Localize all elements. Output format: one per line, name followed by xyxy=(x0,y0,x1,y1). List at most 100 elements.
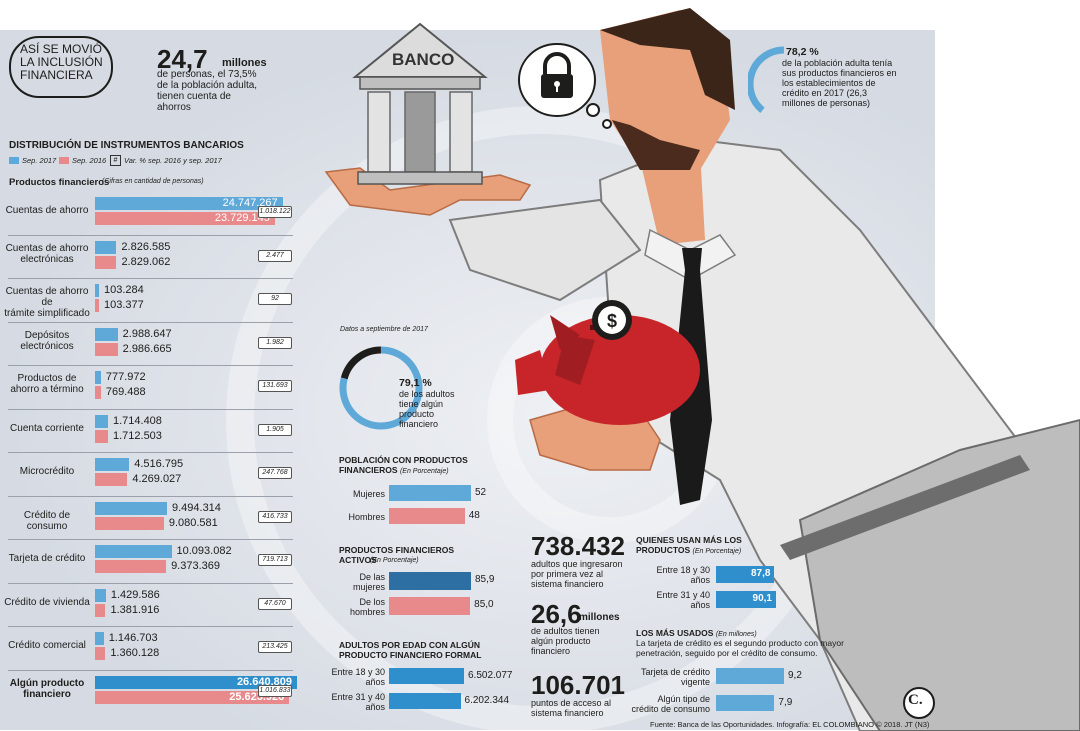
bar-sep-2016 xyxy=(95,473,128,486)
bar-sep-2017 xyxy=(95,240,117,254)
value-label-2016: 1.712.503 xyxy=(112,429,162,442)
no-product-value: 26,6 xyxy=(531,599,582,629)
category-label-line: Crédito de vivienda xyxy=(4,596,90,608)
category-label: Crédito comercial xyxy=(4,640,90,651)
bar-sep-2017 xyxy=(95,588,106,602)
legend-swatch-2017 xyxy=(9,157,19,164)
value-label: 85,0 xyxy=(474,599,494,610)
difference-badge: 92 xyxy=(258,293,292,305)
most-used-description: La tarjeta de crédito es el segundo prod… xyxy=(636,638,844,658)
value-label-2017: 2.988.647 xyxy=(122,327,172,340)
population-title: POBLACIÓN CON PRODUCTOS FINANCIEROS (En … xyxy=(339,455,468,475)
category-label: Tarjeta de crédito xyxy=(4,553,90,564)
bar xyxy=(716,591,776,608)
category-label: Cuentas de ahorro de trámite simplificado xyxy=(4,286,90,319)
value-label: 9,2 xyxy=(788,670,802,681)
category-label-line: Algún producto xyxy=(9,677,85,689)
value-label-2017: 1.429.586 xyxy=(110,588,160,601)
legend-label-diff: Var. % sep. 2016 y sep. 2017 xyxy=(124,156,222,165)
bar xyxy=(389,485,471,501)
bar-sep-2016 xyxy=(95,429,108,443)
legend-label-2016: Sep. 2016 xyxy=(72,156,107,165)
row-divider xyxy=(8,669,293,671)
legend-diff-symbol: # xyxy=(110,155,121,166)
category-label: Cuenta corriente xyxy=(4,423,90,434)
bar-sep-2016 xyxy=(95,212,275,225)
stat-adults-unit: millones xyxy=(222,57,267,69)
bar-sep-2017 xyxy=(95,545,172,558)
bar xyxy=(389,693,461,709)
difference-badge: 719.713 xyxy=(258,554,292,566)
bar-sep-2017 xyxy=(95,371,101,384)
category-label: Mujeres xyxy=(352,489,385,499)
value-label-2016: 9.373.369 xyxy=(171,560,220,572)
value-label-2016: 2.829.062 xyxy=(121,255,171,268)
stat-adults-value: 24,7 xyxy=(157,44,208,74)
bar-sep-2016 xyxy=(95,647,106,660)
bar-sep-2017 xyxy=(95,458,130,471)
row-divider xyxy=(8,408,293,410)
row-divider xyxy=(8,452,293,453)
row-divider xyxy=(8,582,293,584)
row-divider xyxy=(8,321,293,323)
donut-adults-text: de los adultos tiene algún producto fina… xyxy=(399,389,455,429)
category-label-line: Tarjeta de crédito xyxy=(8,553,86,564)
donut-slice-credit xyxy=(748,46,785,114)
category-label-line: ahorro a término xyxy=(10,384,84,395)
new-adults-value: 738.432 xyxy=(531,531,625,561)
difference-badge: 1.018.122 xyxy=(258,206,292,218)
value-label: 6.502.077 xyxy=(468,670,513,681)
category-label-line: Crédito comercial xyxy=(8,640,86,651)
difference-badge: 1.982 xyxy=(258,336,292,349)
value-label-2017: 2.826.585 xyxy=(121,240,171,253)
bar-sep-2017 xyxy=(95,197,283,210)
value-label-2016: 2.986.665 xyxy=(122,342,172,355)
category-label: Algún tipo de crédito de consumo xyxy=(631,694,710,714)
bar-sep-2016 xyxy=(95,386,101,399)
el-colombiano-logo xyxy=(903,687,935,719)
value-label-2017: 9.494.314 xyxy=(171,501,221,514)
category-label: Entre 18 y 30 años xyxy=(331,667,385,687)
category-label: Entre 18 y 30 años xyxy=(656,565,710,585)
value-label: 7,9 xyxy=(778,697,793,708)
chart-subtitle: Productos financieros xyxy=(9,177,110,188)
value-label-2017: 1.714.408 xyxy=(112,414,162,427)
category-label: Crédito de vivienda xyxy=(4,597,90,608)
category-label: De las mujeres xyxy=(352,572,385,592)
bar xyxy=(389,597,471,615)
difference-badge: 47.670 xyxy=(258,597,292,610)
value-label: 52 xyxy=(475,487,487,498)
value-label-2016: 1.381.916 xyxy=(110,603,160,616)
donut-chart-credit xyxy=(748,46,785,114)
difference-badge: 247.768 xyxy=(258,467,292,479)
donut-credit-value: 78,2 % xyxy=(786,46,819,58)
no-product-text: de adultos tienen algún producto financi… xyxy=(531,626,600,656)
category-label: Cuentas de ahorro xyxy=(4,205,90,216)
bar-sep-2017 xyxy=(95,414,108,428)
category-label: Microcrédito xyxy=(4,466,90,477)
difference-badge: 213.425 xyxy=(258,641,292,653)
donut-slice-without-product xyxy=(340,346,382,380)
category-label-line: Cuentas de ahorro de xyxy=(5,286,89,308)
active-products-note: (En Porcentaje) xyxy=(370,557,419,564)
value-label-2016: 9.080.581 xyxy=(168,516,218,529)
bar-sep-2016 xyxy=(95,603,106,617)
bank-icon xyxy=(352,22,488,185)
bar xyxy=(716,566,775,583)
value-label: 6.202.344 xyxy=(464,695,510,706)
category-label-line: Crédito de consumo xyxy=(23,509,71,532)
bar-sep-2017 xyxy=(95,501,167,515)
category-label: Hombres xyxy=(348,512,385,522)
category-label: De los hombres xyxy=(349,597,385,617)
category-label-line: Cuentas de ahorro xyxy=(5,205,89,216)
category-label-line: Microcrédito xyxy=(19,466,75,477)
donut-slice-with-product xyxy=(339,346,423,430)
value-label: 87,8 xyxy=(750,568,771,579)
page-title: ASÍ SE MOVIÓ LA INCLUSIÓN FINANCIERA xyxy=(20,42,103,82)
category-label-line: financiero xyxy=(23,688,71,700)
difference-badge: 1.016.833 xyxy=(258,684,292,697)
difference-badge: 1.905 xyxy=(258,423,292,436)
no-product-unit: millones xyxy=(579,612,620,623)
new-adults-text: adultos que ingresaron por primera vez a… xyxy=(531,559,623,589)
